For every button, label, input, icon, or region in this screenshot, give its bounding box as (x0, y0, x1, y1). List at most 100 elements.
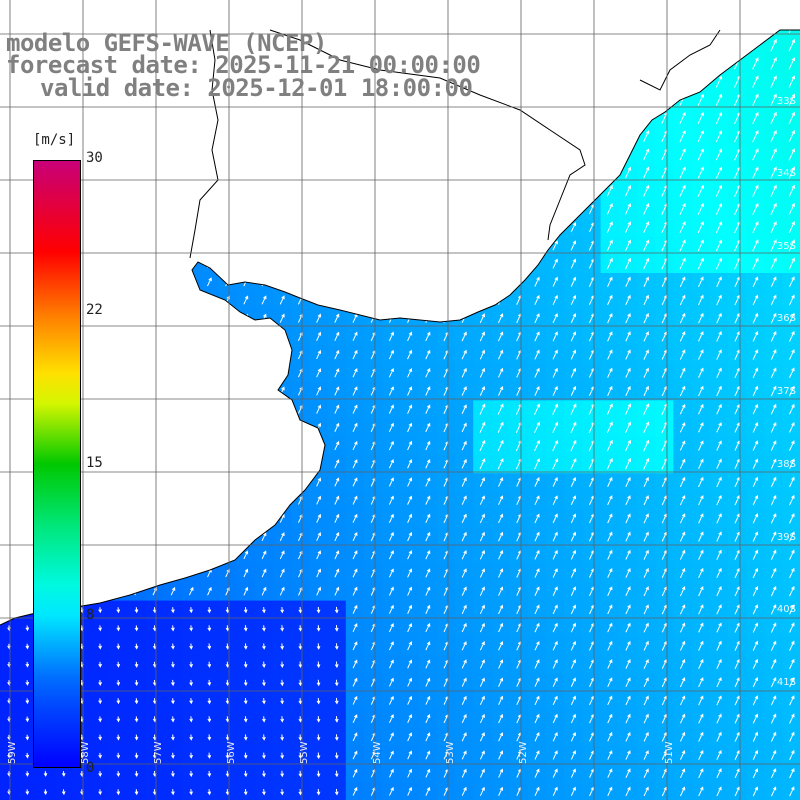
wind-arrow (789, 440, 795, 451)
wind-arrow (407, 695, 413, 705)
lon-label-55w: 55W (299, 741, 310, 764)
wind-arrow (280, 788, 284, 796)
wind-arrow (788, 202, 795, 216)
wind-arrow (425, 531, 431, 542)
wind-arrow (752, 749, 759, 760)
wind-arrow (643, 695, 649, 706)
wind-arrow (661, 768, 667, 779)
wind-arrow (334, 422, 340, 432)
wind-arrow (334, 404, 340, 414)
wind-arrow (534, 732, 540, 742)
wind-arrow (98, 698, 102, 705)
wind-arrow (625, 367, 631, 378)
wind-arrow (61, 789, 66, 796)
wind-arrow (698, 513, 704, 524)
wind-arrow (770, 476, 777, 488)
wind-arrow (497, 458, 504, 470)
wind-arrow (661, 331, 668, 342)
wind-arrow (207, 734, 212, 741)
wind-arrow (225, 752, 230, 759)
wind-arrow (698, 403, 704, 415)
wind-arrow (789, 349, 795, 360)
wind-arrow (734, 604, 740, 615)
wind-arrow (243, 770, 248, 778)
wind-arrow (425, 458, 431, 469)
wind-arrow (752, 330, 759, 342)
wind-arrow (679, 513, 686, 524)
wind-arrow (425, 659, 431, 669)
wind-arrow (716, 786, 722, 797)
wind-arrow (643, 622, 649, 633)
wind-arrow (461, 477, 467, 487)
wind-arrow (498, 531, 504, 542)
wind-arrow (352, 714, 358, 723)
wind-arrow (425, 622, 431, 633)
wind-arrow (534, 640, 540, 651)
wind-arrow (243, 716, 248, 723)
wind-arrow (770, 531, 777, 542)
wind-arrow (661, 513, 668, 524)
wind-arrow (698, 312, 704, 324)
wind-arrow (716, 768, 722, 779)
wind-arrow (698, 476, 704, 488)
wind-arrow (425, 750, 431, 760)
wind-arrow (207, 789, 212, 796)
wind-arrow (534, 349, 540, 360)
wind-arrow (570, 495, 577, 506)
wind-arrow (680, 695, 686, 706)
wind-arrow (607, 567, 613, 578)
wind-arrow (534, 695, 540, 706)
wind-arrow (425, 786, 431, 796)
wind-arrow (461, 713, 467, 724)
wind-arrow (43, 771, 48, 777)
wind-arrow (280, 697, 284, 705)
wind-arrow (207, 698, 212, 705)
wind-arrow (498, 513, 504, 524)
wind-arrow (661, 658, 668, 669)
wind-arrow (334, 661, 339, 669)
wind-arrow (498, 349, 504, 360)
wind-arrow (243, 679, 248, 687)
wind-arrow (789, 421, 795, 433)
wind-arrow (552, 586, 558, 596)
wind-arrow (679, 476, 686, 488)
wind-arrow (279, 295, 285, 305)
wind-arrow (698, 367, 704, 378)
wind-arrow (479, 477, 485, 487)
wind-arrow (752, 367, 759, 379)
wind-arrow (116, 770, 121, 778)
wind-arrow (625, 622, 631, 633)
wind-arrow (243, 607, 248, 614)
wind-arrow (534, 549, 540, 560)
wind-arrow (407, 714, 413, 724)
wind-arrow (461, 550, 467, 560)
wind-arrow (789, 713, 795, 724)
wind-arrow (752, 349, 759, 360)
wind-arrow (698, 768, 704, 779)
wind-arrow (61, 771, 66, 777)
wind-arrow (388, 641, 394, 651)
wind-arrow (171, 679, 175, 687)
wind-arrow (661, 640, 668, 651)
wind-arrow (552, 258, 558, 269)
wind-arrow (425, 732, 431, 742)
wind-arrow (661, 367, 668, 378)
wind-arrow (25, 680, 30, 686)
wind-arrow (589, 713, 595, 724)
wind-arrow (552, 677, 558, 687)
wind-arrow (643, 731, 649, 742)
wind-arrow (680, 750, 686, 760)
wind-arrow (498, 604, 504, 615)
wind-arrow (98, 625, 102, 632)
wind-arrow (425, 641, 431, 651)
wind-arrow (552, 750, 558, 760)
wind-arrow (552, 349, 558, 360)
wind-arrow (334, 788, 339, 796)
wind-arrow (643, 221, 650, 233)
wind-arrow (679, 148, 686, 161)
wind-arrow (789, 494, 795, 506)
wind-arrow (661, 731, 668, 742)
wind-arrow (279, 550, 285, 560)
wind-arrow (606, 421, 613, 434)
wind-arrow (534, 659, 540, 669)
